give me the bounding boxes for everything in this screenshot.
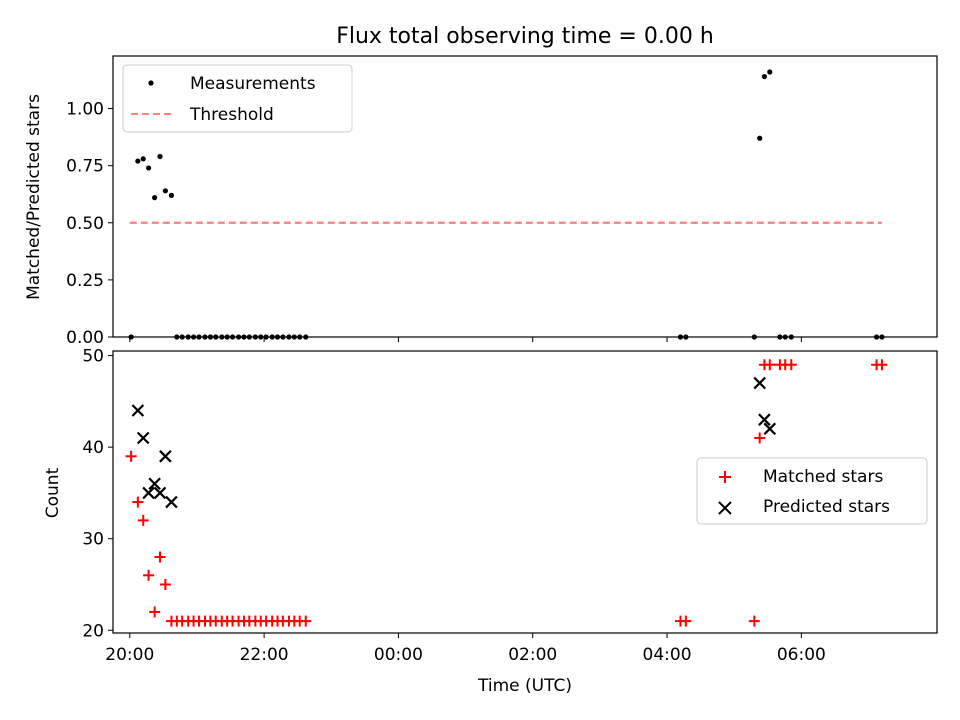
- x-tick-label: 00:00: [374, 645, 423, 665]
- predicted-star-point: [159, 450, 172, 463]
- y-tick-label: 50: [82, 347, 104, 367]
- bottom-y-axis-label: Count: [43, 467, 63, 518]
- chart-title: Flux total observing time = 0.00 h: [336, 24, 714, 49]
- y-tick-label: 0.00: [66, 328, 104, 348]
- legend-threshold-label: Threshold: [189, 105, 274, 125]
- matched-star-point: [680, 615, 692, 627]
- legend-predicted-label: Predicted stars: [763, 497, 890, 517]
- matched-star-point: [300, 615, 312, 627]
- x-tick-label: 02:00: [508, 645, 557, 665]
- matched-star-point: [748, 615, 760, 627]
- measurement-point: [168, 192, 175, 198]
- y-tick-label: 1.00: [66, 100, 104, 120]
- bottom-legend-box: [696, 457, 928, 525]
- y-tick-label: 0.50: [66, 214, 104, 234]
- predicted-star-point: [165, 495, 178, 509]
- top-legend-box: [122, 64, 353, 133]
- predicted-star-point: [131, 404, 145, 417]
- predicted-star-point: [148, 477, 161, 491]
- matched-star-point: [132, 496, 144, 508]
- legend-measurements-marker: [148, 80, 154, 86]
- measurement-point: [757, 135, 763, 141]
- top-y-ticks: 0.00 0.25 0.50 0.75 1.00: [66, 100, 113, 348]
- predicted-star-point: [142, 486, 155, 500]
- measurement-point: [152, 195, 158, 201]
- legend-predicted-marker: [718, 501, 732, 515]
- matched-star-point: [154, 551, 166, 563]
- legend-matched-marker: [719, 471, 731, 483]
- top-legend: Measurements Threshold: [122, 64, 353, 133]
- x-tick-label: 04:00: [643, 645, 692, 665]
- measurement-point: [767, 69, 773, 75]
- matched-star-point: [125, 450, 137, 462]
- matched-star-point: [143, 569, 155, 581]
- x-tick-label: 20:00: [105, 645, 154, 665]
- bottom-x-ticks: 20:00 22:00 00:00 02:00 04:00 06:00: [105, 633, 826, 665]
- top-axes: 0.00 0.25 0.50 0.75 1.00 Matched/Predicted s…: [24, 55, 938, 348]
- measurement-point: [761, 73, 768, 80]
- bottom-axes-frame: [112, 350, 938, 634]
- matched-star-point: [785, 359, 797, 371]
- legend-measurements-label: Measurements: [190, 74, 316, 94]
- predicted-star-point: [136, 431, 150, 445]
- matched-star-point: [137, 514, 149, 526]
- bottom-plot-marks: [125, 359, 888, 627]
- matched-star-point: [754, 432, 766, 444]
- measurement-point: [162, 188, 168, 194]
- legend-matched-label: Matched stars: [763, 467, 883, 487]
- measurement-point: [157, 153, 163, 160]
- top-x-ticks: [129, 337, 802, 342]
- matched-star-point: [159, 578, 171, 590]
- y-tick-label: 30: [82, 530, 104, 550]
- measurement-point: [135, 158, 141, 164]
- y-tick-label: 20: [82, 621, 104, 641]
- top-axes-frame: [112, 55, 938, 338]
- x-tick-label: 06:00: [777, 645, 826, 665]
- predicted-star-point: [758, 413, 771, 426]
- y-tick-label: 0.75: [66, 157, 104, 177]
- x-axis-label: Time (UTC): [477, 676, 572, 696]
- y-tick-label: 40: [82, 438, 104, 458]
- top-y-axis-label: Matched/Predicted stars: [24, 94, 44, 300]
- measurement-point: [140, 156, 146, 162]
- predicted-star-point: [763, 422, 777, 436]
- matched-star-point: [876, 359, 888, 371]
- y-tick-label: 0.25: [66, 271, 104, 291]
- measurement-point: [145, 165, 152, 171]
- matched-star-point: [149, 606, 161, 618]
- predicted-star-point: [153, 486, 167, 500]
- bottom-legend: Matched stars Predicted stars: [696, 457, 928, 525]
- bottom-y-ticks: 20 30 40 50: [82, 347, 113, 641]
- predicted-star-point: [753, 376, 766, 390]
- x-tick-label: 22:00: [240, 645, 289, 665]
- matched-star-point: [764, 359, 776, 371]
